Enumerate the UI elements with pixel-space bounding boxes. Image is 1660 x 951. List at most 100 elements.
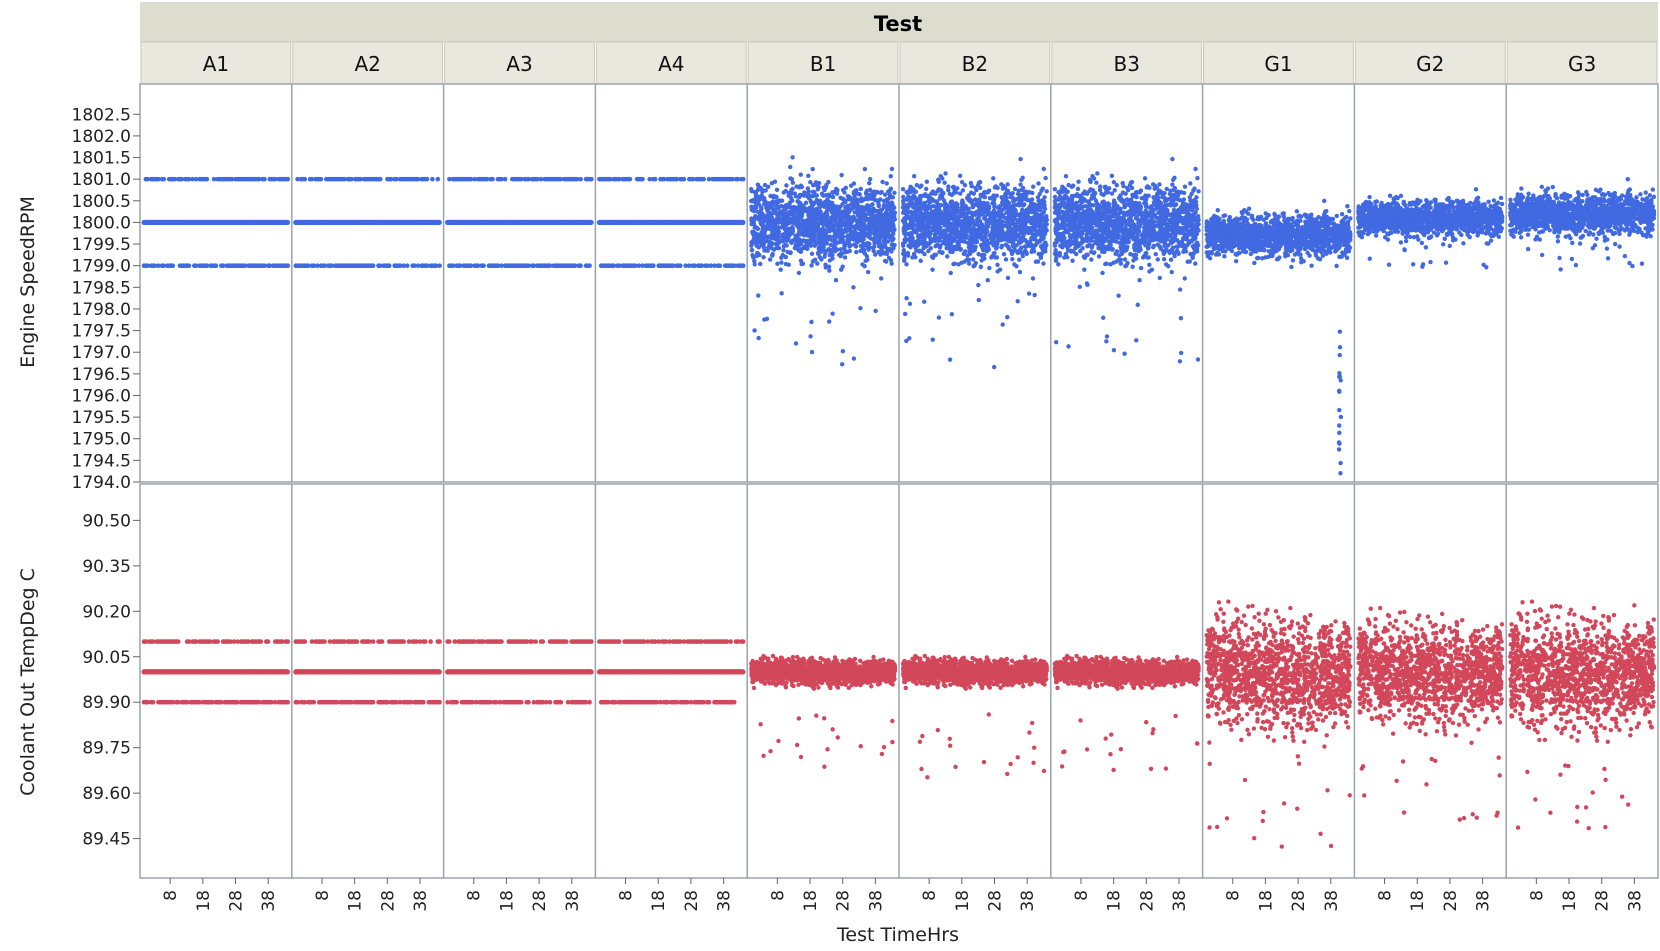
point	[940, 176, 945, 181]
point	[942, 180, 947, 185]
point	[828, 206, 833, 212]
point	[819, 257, 824, 262]
y-tick-label: 1799.5	[72, 235, 131, 255]
point	[788, 176, 793, 181]
point	[578, 263, 583, 268]
point	[991, 228, 997, 233]
point	[1041, 261, 1046, 266]
point	[827, 228, 832, 234]
point	[777, 198, 782, 203]
point	[794, 219, 799, 224]
point	[190, 176, 195, 182]
point	[780, 252, 785, 258]
y-tick-label: 1799.0	[72, 257, 131, 277]
point	[749, 243, 754, 248]
point	[814, 197, 819, 203]
point	[1020, 195, 1025, 201]
point	[999, 243, 1005, 249]
point	[830, 194, 836, 200]
point	[193, 176, 199, 182]
point	[786, 193, 791, 198]
point	[781, 235, 786, 240]
point	[767, 257, 773, 262]
point	[798, 172, 804, 177]
point	[914, 248, 919, 253]
point	[888, 173, 893, 179]
point	[840, 264, 845, 269]
point	[774, 187, 780, 193]
point	[992, 240, 998, 245]
point	[775, 214, 780, 219]
point	[814, 193, 820, 198]
point	[957, 239, 962, 244]
point	[640, 176, 645, 182]
point	[904, 262, 909, 267]
point	[777, 218, 783, 223]
group-title: Test	[874, 12, 922, 36]
point	[878, 197, 883, 202]
point	[995, 185, 1000, 191]
point	[976, 235, 982, 240]
point	[781, 213, 786, 218]
point	[756, 197, 762, 203]
point	[982, 190, 987, 195]
point	[490, 176, 495, 182]
point	[770, 251, 775, 257]
point	[1043, 245, 1048, 251]
point	[794, 184, 799, 189]
header-label-a1: A1	[203, 52, 229, 76]
point	[799, 261, 804, 267]
point	[979, 228, 984, 234]
point	[831, 234, 837, 239]
point	[868, 231, 873, 236]
point	[911, 217, 917, 222]
point	[918, 258, 923, 263]
point	[781, 221, 786, 226]
point	[878, 190, 883, 196]
point	[997, 267, 1003, 272]
point	[927, 224, 932, 230]
point	[982, 252, 987, 258]
point	[775, 204, 780, 210]
point	[701, 176, 706, 182]
point	[978, 192, 983, 198]
point	[1008, 213, 1013, 218]
point	[262, 263, 267, 268]
point	[882, 192, 888, 197]
point	[797, 192, 803, 198]
point	[874, 217, 879, 222]
point	[969, 247, 974, 252]
point	[740, 263, 746, 268]
point	[790, 238, 795, 243]
point	[809, 227, 815, 233]
point	[161, 263, 167, 268]
point	[889, 261, 894, 266]
point	[855, 233, 861, 238]
header-label-g3: G3	[1568, 52, 1596, 76]
point	[1014, 243, 1019, 248]
point	[951, 184, 956, 190]
point	[760, 211, 765, 217]
point	[915, 205, 921, 211]
point	[842, 246, 847, 251]
point	[652, 176, 658, 182]
point	[904, 231, 909, 237]
point	[929, 218, 934, 223]
point	[284, 219, 291, 226]
point	[901, 258, 907, 263]
point	[170, 263, 176, 268]
point	[967, 237, 973, 243]
point	[980, 206, 985, 212]
point	[956, 246, 962, 252]
point	[1023, 224, 1028, 230]
title-bar	[140, 2, 1658, 42]
point	[1042, 195, 1047, 200]
point	[750, 253, 755, 258]
point	[781, 247, 786, 253]
point	[995, 262, 1000, 267]
point	[1029, 209, 1034, 215]
point	[1014, 263, 1019, 269]
point	[931, 203, 936, 209]
point	[823, 229, 828, 235]
header-cell-a2	[292, 41, 444, 85]
